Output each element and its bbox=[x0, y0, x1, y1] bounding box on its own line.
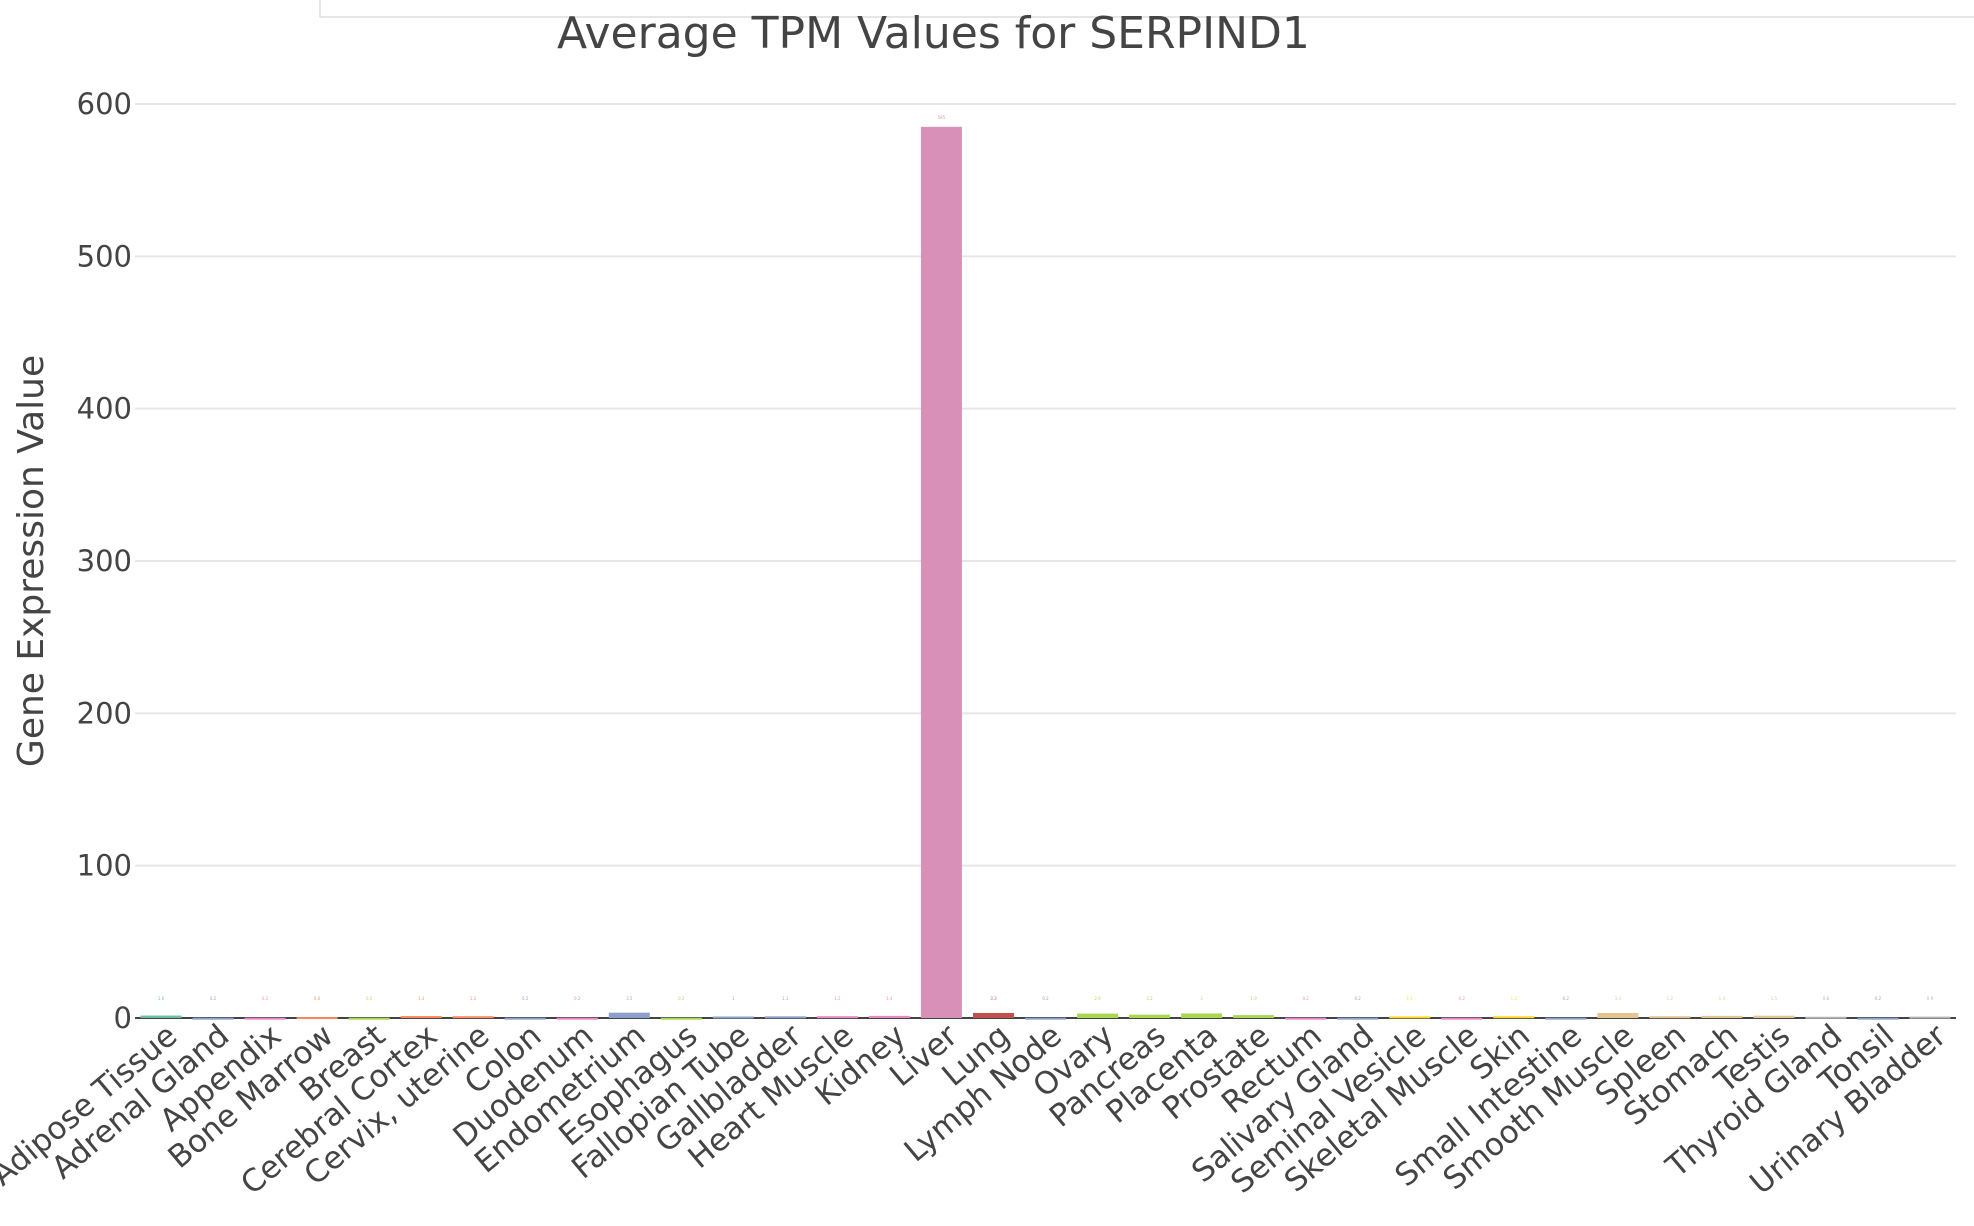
bar-value-label-gallbladder: 1.1 bbox=[782, 996, 789, 1001]
bar-value-label-testis: 1.5 bbox=[1771, 996, 1778, 1001]
bar-value-label-fallopian-tube: 1 bbox=[732, 996, 735, 1001]
bar-value-label-tonsil: 0.2 bbox=[1875, 996, 1882, 1001]
bar-value-label-small-intestine: 0.2 bbox=[1563, 996, 1570, 1001]
bar-colon bbox=[504, 1017, 546, 1020]
y-axis-label: Gene Expression Value bbox=[11, 355, 52, 767]
bar-thyroid-gland bbox=[1805, 1016, 1847, 1019]
bar-skeletal-muscle bbox=[1441, 1017, 1483, 1020]
bar-value-label-lung: 3.3 bbox=[990, 996, 997, 1001]
y-tick-label: 400 bbox=[77, 392, 132, 426]
bar-ovary bbox=[1077, 1013, 1119, 1018]
top-border-frame bbox=[319, 0, 1974, 18]
bar-value-label-lymph-node: 0.2 bbox=[1042, 996, 1049, 1001]
bar-lung bbox=[972, 1012, 1014, 1018]
bar-appendix bbox=[244, 1017, 286, 1020]
bar-value-label-spleen: 1.2 bbox=[1667, 996, 1674, 1001]
bar-value-label-breast: 0.2 bbox=[366, 996, 373, 1001]
bar-value-label-esophagus: 0.2 bbox=[678, 996, 685, 1001]
bar-value-label-smooth-muscle: 3.3 bbox=[1615, 996, 1622, 1001]
y-tick-label: 0 bbox=[114, 1001, 132, 1035]
bar-small-intestine bbox=[1545, 1017, 1587, 1020]
bar-bone-marrow bbox=[296, 1017, 338, 1020]
bar-seminal-vesicle bbox=[1389, 1016, 1431, 1019]
bar-value-label-stomach: 1.4 bbox=[1719, 996, 1726, 1001]
bar-value-label-salivary-gland: 0.2 bbox=[1354, 996, 1361, 1001]
bar-lymph-node bbox=[1025, 1017, 1066, 1020]
bar-adrenal-gland bbox=[192, 1017, 234, 1020]
bar-value-label-appendix: 0.2 bbox=[262, 996, 269, 1001]
bar-duodenum bbox=[556, 1017, 598, 1020]
bar-adipose-tissue bbox=[140, 1015, 182, 1018]
bar-value-label-skeletal-muscle: 0.2 bbox=[1459, 996, 1466, 1001]
bar-value-label-duodenum: 0.2 bbox=[574, 996, 581, 1001]
bar-testis bbox=[1753, 1015, 1795, 1018]
bar-value-label-adipose-tissue: 1.6 bbox=[158, 996, 165, 1001]
chart-title: Average TPM Values for SERPIND1 bbox=[557, 8, 1310, 59]
bar-esophagus bbox=[660, 1017, 702, 1020]
bar-value-label-liver: 585 bbox=[938, 115, 946, 120]
bar-kidney bbox=[868, 1015, 910, 1018]
bar-value-label-rectum: 0.2 bbox=[1302, 996, 1309, 1001]
bar-value-label-kidney: 1.4 bbox=[886, 996, 893, 1001]
bar-value-label-placenta: 3 bbox=[1200, 996, 1203, 1001]
bar-endometrium bbox=[608, 1012, 650, 1018]
bar-value-label-cervix-uterine: 1.2 bbox=[470, 996, 477, 1001]
bar-value-label-skin: 1.2 bbox=[1511, 996, 1518, 1001]
bar-stomach bbox=[1701, 1015, 1743, 1018]
bar-smooth-muscle bbox=[1597, 1012, 1639, 1018]
bar-value-label-heart-muscle: 1.2 bbox=[834, 996, 841, 1001]
bar-salivary-gland bbox=[1337, 1017, 1379, 1020]
bar-urinary-bladder bbox=[1909, 1016, 1951, 1019]
bar-value-label-ovary: 2.9 bbox=[1094, 996, 1101, 1001]
bar-value-label-pancreas: 2.2 bbox=[1146, 996, 1153, 1001]
y-tick-label: 100 bbox=[77, 849, 132, 883]
bar-prostate bbox=[1233, 1015, 1275, 1018]
bar-tonsil bbox=[1857, 1017, 1899, 1020]
bar-value-label-urinary-bladder: 0.9 bbox=[1927, 996, 1934, 1001]
bar-value-label-thyroid-gland: 0.8 bbox=[1823, 996, 1830, 1001]
bar-value-label-bone-marrow: 0.6 bbox=[314, 996, 321, 1001]
bar-gallbladder bbox=[764, 1016, 806, 1019]
y-tick-label: 300 bbox=[77, 544, 132, 578]
bar-cervix-uterine bbox=[452, 1016, 494, 1019]
bar-value-label-colon: 0.2 bbox=[522, 996, 529, 1001]
bar-skin bbox=[1493, 1016, 1535, 1019]
bar-breast bbox=[348, 1017, 390, 1020]
bar-value-label-adrenal-gland: 0.2 bbox=[210, 996, 217, 1001]
bar-heart-muscle bbox=[816, 1016, 858, 1019]
bar-spleen bbox=[1649, 1016, 1691, 1019]
bar-cerebral-cortex bbox=[400, 1016, 442, 1019]
bar-liver bbox=[920, 126, 962, 1019]
bar-value-label-cerebral-cortex: 1.3 bbox=[418, 996, 425, 1001]
y-tick-label: 600 bbox=[77, 87, 132, 121]
bar-placenta bbox=[1181, 1013, 1223, 1018]
bar-fallopian-tube bbox=[712, 1016, 754, 1019]
y-tick-label: 200 bbox=[77, 696, 132, 730]
bar-value-label-seminal-vesicle: 1.1 bbox=[1407, 996, 1414, 1001]
bar-rectum bbox=[1285, 1017, 1327, 1020]
bar-value-label-prostate: 1.9 bbox=[1250, 996, 1257, 1001]
y-tick-label: 500 bbox=[77, 239, 132, 273]
bar-value-label-endometrium: 3.5 bbox=[626, 996, 633, 1001]
bar-pancreas bbox=[1129, 1014, 1171, 1018]
